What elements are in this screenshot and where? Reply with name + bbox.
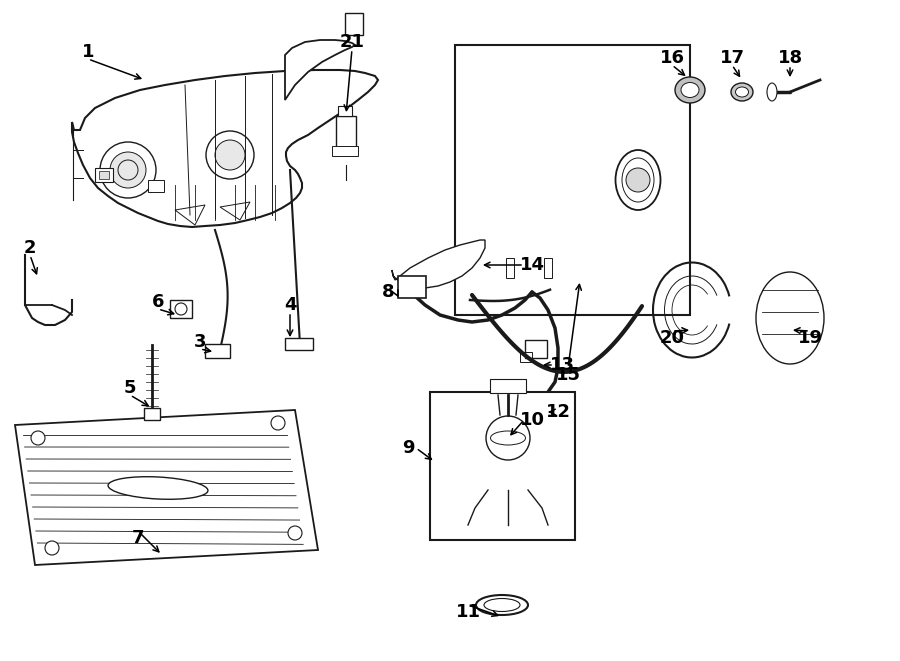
Circle shape [100,142,156,198]
Ellipse shape [491,431,526,445]
Text: 19: 19 [797,329,823,347]
Ellipse shape [681,83,699,98]
Text: 5: 5 [124,379,136,397]
Circle shape [271,416,285,430]
Text: 16: 16 [660,49,685,67]
Bar [345,13,363,35]
Bar [455,45,690,315]
Text: 12: 12 [545,403,571,421]
Ellipse shape [108,477,208,499]
Bar [99,171,109,179]
Text: 3: 3 [194,333,206,351]
Text: 18: 18 [778,49,803,67]
Bar [205,344,230,358]
Ellipse shape [476,595,528,615]
Bar [148,180,164,192]
Text: 4: 4 [284,296,296,314]
Text: 8: 8 [382,283,394,301]
Bar [544,258,552,278]
Polygon shape [392,240,485,288]
Bar [332,146,358,156]
Bar [506,392,514,398]
Text: 17: 17 [719,49,744,67]
Circle shape [215,140,245,170]
Circle shape [45,541,59,555]
Bar [398,276,426,298]
Bar [520,352,532,362]
Bar [532,397,539,403]
Text: 14: 14 [519,256,544,274]
Circle shape [288,526,302,540]
Text: 20: 20 [660,329,685,347]
Circle shape [206,131,254,179]
Bar [470,407,478,413]
Ellipse shape [767,83,777,101]
Ellipse shape [731,83,753,101]
Bar [338,106,352,116]
Bar [285,338,313,350]
Bar [490,379,526,393]
Ellipse shape [756,272,824,364]
Bar [532,418,539,424]
Text: 10: 10 [519,411,544,429]
Bar [336,116,356,148]
Text: 15: 15 [555,366,580,384]
Circle shape [110,152,146,188]
Polygon shape [15,410,318,565]
Bar [144,408,160,420]
Text: 7: 7 [131,529,144,547]
Polygon shape [72,70,378,227]
Bar [525,340,547,358]
Ellipse shape [616,150,661,210]
Bar [430,392,575,540]
Polygon shape [285,40,355,100]
Ellipse shape [481,399,539,421]
Bar [506,258,514,278]
Ellipse shape [735,87,749,97]
Text: 1: 1 [82,43,94,61]
Ellipse shape [474,395,546,425]
Text: 21: 21 [339,33,365,51]
Bar [506,422,514,428]
Ellipse shape [675,77,705,103]
Circle shape [486,416,530,460]
Text: 9: 9 [401,439,414,457]
Bar [95,168,113,182]
Circle shape [626,168,650,192]
Circle shape [31,431,45,445]
Bar [481,397,489,403]
Text: 6: 6 [152,293,164,311]
Bar [170,300,192,318]
Text: 2: 2 [23,239,36,257]
Ellipse shape [484,598,520,611]
Ellipse shape [622,158,654,202]
Text: 13: 13 [550,356,574,374]
Text: 11: 11 [455,603,481,621]
Bar [542,407,550,413]
Bar [481,418,489,424]
